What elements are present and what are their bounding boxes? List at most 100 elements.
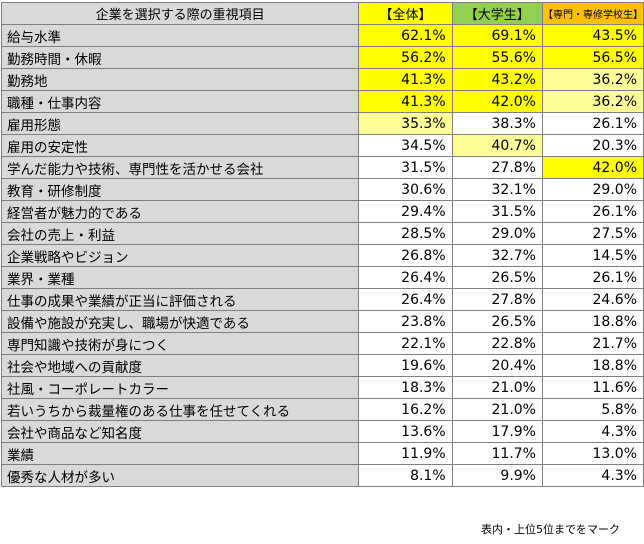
footnote: 表内・上位5位までをマーク — [481, 523, 620, 536]
value-university: 17.9% — [451, 420, 543, 443]
value-vocational: 26.1% — [541, 266, 644, 289]
value-university: 27.8% — [451, 288, 543, 311]
table-row: 教育・研修制度 30.6% 32.1% 29.0% — [0, 178, 644, 201]
row-label: 優秀な人材が多い — [0, 464, 360, 487]
value-vocational: 18.8% — [541, 354, 644, 377]
row-label: 勤務地 — [0, 68, 360, 91]
table-row: 勤務地 41.3% 43.2% 36.2% — [0, 68, 644, 91]
value-university: 11.7% — [451, 442, 543, 465]
value-all: 13.6% — [358, 420, 453, 443]
value-all: 34.5% — [358, 134, 453, 157]
row-label: 雇用の安定性 — [0, 134, 360, 157]
table-row: 社風・コーポレートカラー 18.3% 21.0% 11.6% — [0, 376, 644, 399]
header-all: 【全体】 — [358, 2, 453, 25]
table-row: 雇用の安定性 34.5% 40.7% 20.3% — [0, 134, 644, 157]
value-university: 31.5% — [451, 200, 543, 223]
row-label: 企業戦略やビジョン — [0, 244, 360, 267]
value-university: 27.8% — [451, 156, 543, 179]
value-university: 26.5% — [451, 266, 543, 289]
row-label: 勤務時間・休暇 — [0, 46, 360, 69]
row-label: 社風・コーポレートカラー — [0, 376, 360, 399]
value-vocational: 36.2% — [541, 90, 644, 113]
value-all: 8.1% — [358, 464, 453, 487]
table-row: 優秀な人材が多い 8.1% 9.9% 4.3% — [0, 464, 644, 487]
row-label: 専門知識や技術が身につく — [0, 332, 360, 355]
value-all: 41.3% — [358, 90, 453, 113]
table-row: 会社の売上・利益 28.5% 29.0% 27.5% — [0, 222, 644, 245]
value-university: 69.1% — [451, 24, 543, 47]
row-label: 学んだ能力や技術、専門性を活かせる会社 — [0, 156, 360, 179]
value-all: 29.4% — [358, 200, 453, 223]
row-label: 業界・業種 — [0, 266, 360, 289]
value-all: 16.2% — [358, 398, 453, 421]
table-row: 職種・仕事内容 41.3% 42.0% 36.2% — [0, 90, 644, 113]
value-vocational: 4.3% — [541, 420, 644, 443]
value-university: 32.1% — [451, 178, 543, 201]
row-label: 仕事の成果や業績が正当に評価される — [0, 288, 360, 311]
value-university: 21.0% — [451, 398, 543, 421]
value-all: 28.5% — [358, 222, 453, 245]
value-university: 38.3% — [451, 112, 543, 135]
value-all: 11.9% — [358, 442, 453, 465]
row-label: 会社や商品など知名度 — [0, 420, 360, 443]
value-university: 32.7% — [451, 244, 543, 267]
value-vocational: 26.1% — [541, 112, 644, 135]
table-row: 業界・業種 26.4% 26.5% 26.1% — [0, 266, 644, 289]
value-vocational: 27.5% — [541, 222, 644, 245]
value-all: 35.3% — [358, 112, 453, 135]
value-all: 31.5% — [358, 156, 453, 179]
header-university: 【大学生】 — [451, 2, 543, 25]
row-label: 若いうちから裁量権のある仕事を任せてくれる — [0, 398, 360, 421]
value-all: 23.8% — [358, 310, 453, 333]
value-vocational: 24.6% — [541, 288, 644, 311]
value-vocational: 4.3% — [541, 464, 644, 487]
value-university: 22.8% — [451, 332, 543, 355]
value-vocational: 21.7% — [541, 332, 644, 355]
row-label: 給与水準 — [0, 24, 360, 47]
row-label: 社会や地域への貢献度 — [0, 354, 360, 377]
value-university: 42.0% — [451, 90, 543, 113]
value-vocational: 29.0% — [541, 178, 644, 201]
row-label: 経営者が魅力的である — [0, 200, 360, 223]
table-row: 設備や施設が充実し、職場が快適である 23.8% 26.5% 18.8% — [0, 310, 644, 333]
value-university: 40.7% — [451, 134, 543, 157]
value-university: 43.2% — [451, 68, 543, 91]
row-label: 設備や施設が充実し、職場が快適である — [0, 310, 360, 333]
value-all: 56.2% — [358, 46, 453, 69]
value-vocational: 18.8% — [541, 310, 644, 333]
value-all: 26.4% — [358, 288, 453, 311]
value-vocational: 36.2% — [541, 68, 644, 91]
table-row: 勤務時間・休暇 56.2% 55.6% 56.5% — [0, 46, 644, 69]
value-vocational: 56.5% — [541, 46, 644, 69]
row-label: 業績 — [0, 442, 360, 465]
table-row: 雇用形態 35.3% 38.3% 26.1% — [0, 112, 644, 135]
value-vocational: 14.5% — [541, 244, 644, 267]
value-university: 21.0% — [451, 376, 543, 399]
value-vocational: 43.5% — [541, 24, 644, 47]
header-vocational: 【専門・専修学校生】 — [541, 2, 644, 25]
value-vocational: 26.1% — [541, 200, 644, 223]
row-label: 会社の売上・利益 — [0, 222, 360, 245]
value-vocational: 5.8% — [541, 398, 644, 421]
value-all: 30.6% — [358, 178, 453, 201]
table-row: 専門知識や技術が身につく 22.1% 22.8% 21.7% — [0, 332, 644, 355]
value-vocational: 13.0% — [541, 442, 644, 465]
value-university: 26.5% — [451, 310, 543, 333]
ranking-table: 企業を選択する際の重視項目 【全体】 【大学生】 【専門・専修学校生】 給与水準… — [0, 2, 644, 487]
value-vocational: 42.0% — [541, 156, 644, 179]
table-row: 会社や商品など知名度 13.6% 17.9% 4.3% — [0, 420, 644, 443]
table-row: 業績 11.9% 11.7% 13.0% — [0, 442, 644, 465]
row-label: 教育・研修制度 — [0, 178, 360, 201]
value-all: 26.4% — [358, 266, 453, 289]
header-item: 企業を選択する際の重視項目 — [0, 2, 360, 25]
value-all: 22.1% — [358, 332, 453, 355]
table-row: 学んだ能力や技術、専門性を活かせる会社 31.5% 27.8% 42.0% — [0, 156, 644, 179]
value-university: 20.4% — [451, 354, 543, 377]
table-row: 社会や地域への貢献度 19.6% 20.4% 18.8% — [0, 354, 644, 377]
value-vocational: 11.6% — [541, 376, 644, 399]
table-row: 仕事の成果や業績が正当に評価される 26.4% 27.8% 24.6% — [0, 288, 644, 311]
value-all: 18.3% — [358, 376, 453, 399]
value-all: 26.8% — [358, 244, 453, 267]
value-all: 19.6% — [358, 354, 453, 377]
value-university: 9.9% — [451, 464, 543, 487]
